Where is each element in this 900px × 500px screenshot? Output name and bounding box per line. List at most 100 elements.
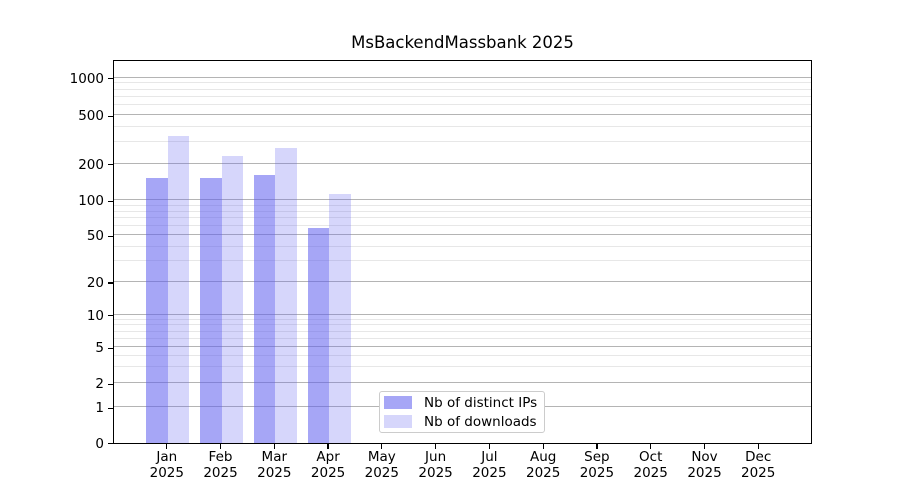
x-tick-label-jul: Jul 2025 xyxy=(461,449,517,481)
y-tick-mark xyxy=(107,115,113,117)
x-tick-label-apr: Apr 2025 xyxy=(300,449,356,481)
x-tick-month: Apr xyxy=(316,449,340,465)
x-tick-year: 2025 xyxy=(526,464,561,481)
y-tick-mark xyxy=(107,315,113,317)
x-tick-label-aug: Aug 2025 xyxy=(515,449,571,481)
x-tick-mark xyxy=(542,443,544,449)
y-tick-label: 0 xyxy=(95,435,104,452)
x-tick-month: May xyxy=(367,449,396,465)
x-tick-month: Oct xyxy=(639,449,663,465)
x-tick-mark xyxy=(650,443,652,449)
y-gridline-minor xyxy=(114,82,811,84)
y-tick-label: 20 xyxy=(86,275,104,292)
y-tick-mark xyxy=(107,407,113,409)
bar-jan-ips xyxy=(146,178,168,443)
y-tick-mark xyxy=(107,164,113,166)
y-tick-label: 200 xyxy=(78,156,104,173)
legend-entry: Nb of downloads xyxy=(384,413,537,430)
bar-mar-downloads xyxy=(275,147,297,443)
x-tick-mark xyxy=(488,443,490,449)
x-tick-label-oct: Oct 2025 xyxy=(623,449,679,481)
y-gridline-major xyxy=(114,281,811,283)
y-gridline-minor xyxy=(114,204,811,206)
bar-apr-ips xyxy=(307,227,330,443)
x-tick-mark xyxy=(219,443,222,449)
x-tick-year: 2025 xyxy=(203,464,238,481)
chart-title: MsBackendMassbank 2025 xyxy=(351,33,574,52)
x-tick-mark xyxy=(273,443,275,449)
x-tick-year: 2025 xyxy=(149,464,184,481)
y-gridline-minor xyxy=(114,245,811,247)
x-tick-mark xyxy=(596,443,598,449)
y-gridline-major xyxy=(114,382,811,384)
y-gridline-minor xyxy=(114,141,811,143)
y-tick-label: 2 xyxy=(95,376,104,393)
x-tick-month: Mar xyxy=(261,449,288,465)
x-tick-mark xyxy=(435,443,437,449)
y-gridline-major xyxy=(114,313,811,315)
legend-label: Nb of downloads xyxy=(424,413,537,430)
y-gridline-minor xyxy=(114,324,811,326)
y-gridline-minor xyxy=(114,225,811,227)
x-tick-label-dec: Dec 2025 xyxy=(730,449,786,481)
y-gridline-minor xyxy=(114,318,811,320)
x-tick-label-nov: Nov 2025 xyxy=(677,449,733,481)
x-tick-label-jan: Jan 2025 xyxy=(139,449,195,481)
legend-entry: Nb of distinct IPs xyxy=(384,394,538,411)
y-gridline-major xyxy=(114,346,811,348)
x-tick-year: 2025 xyxy=(633,464,668,481)
x-tick-month: Jul xyxy=(481,449,498,465)
x-tick-year: 2025 xyxy=(579,464,615,481)
x-tick-year: 2025 xyxy=(257,464,292,481)
x-tick-month: Aug xyxy=(530,449,557,465)
x-tick-mark xyxy=(381,443,383,449)
y-tick-label: 50 xyxy=(86,228,104,245)
bar-jan-downloads xyxy=(167,136,190,443)
y-tick-mark xyxy=(107,383,113,385)
legend-label: Nb of distinct IPs xyxy=(424,394,538,411)
x-tick-year: 2025 xyxy=(472,464,507,481)
x-tick-mark xyxy=(327,443,329,449)
y-gridline-major xyxy=(114,199,811,201)
y-gridline-minor xyxy=(114,355,811,356)
y-tick-label: 100 xyxy=(78,193,104,210)
y-tick-label: 1 xyxy=(95,400,104,417)
y-tick-mark xyxy=(107,282,113,284)
x-tick-year: 2025 xyxy=(418,464,453,481)
x-tick-month: Jan xyxy=(156,449,178,465)
y-tick-mark xyxy=(107,347,113,349)
x-tick-month: Nov xyxy=(691,449,718,465)
x-tick-mark xyxy=(703,443,706,449)
x-tick-label-jun: Jun 2025 xyxy=(408,449,464,481)
x-tick-label-mar: Mar 2025 xyxy=(246,449,302,481)
y-gridline-minor xyxy=(114,95,811,97)
y-gridline-major xyxy=(114,234,811,236)
y-gridline-major xyxy=(114,162,811,164)
x-tick-month: Feb xyxy=(208,449,233,465)
y-gridline-minor xyxy=(114,260,811,262)
y-gridline-minor xyxy=(114,217,811,219)
x-tick-year: 2025 xyxy=(741,464,776,481)
y-gridline-minor xyxy=(114,210,811,212)
y-tick-mark xyxy=(107,77,113,80)
x-tick-month: Jun xyxy=(425,449,447,465)
legend: Nb of distinct IPs Nb of downloads xyxy=(379,391,545,433)
x-tick-year: 2025 xyxy=(310,464,346,481)
x-tick-year: 2025 xyxy=(687,464,722,481)
y-gridline-minor xyxy=(114,126,811,127)
y-tick-mark xyxy=(107,200,113,202)
y-gridline-minor xyxy=(114,88,811,90)
y-tick-label: 10 xyxy=(86,307,104,324)
x-tick-month: Dec xyxy=(745,449,772,465)
bar-feb-downloads xyxy=(221,155,243,443)
plot-area xyxy=(113,60,812,444)
y-tick-mark xyxy=(107,442,113,445)
x-tick-label-sep: Sep 2025 xyxy=(569,449,625,481)
y-tick-label: 1000 xyxy=(69,70,104,87)
y-tick-mark xyxy=(107,235,113,238)
x-tick-mark xyxy=(166,443,168,449)
x-tick-mark xyxy=(757,443,759,449)
legend-swatch xyxy=(384,414,412,429)
x-tick-label-feb: Feb 2025 xyxy=(193,449,249,481)
